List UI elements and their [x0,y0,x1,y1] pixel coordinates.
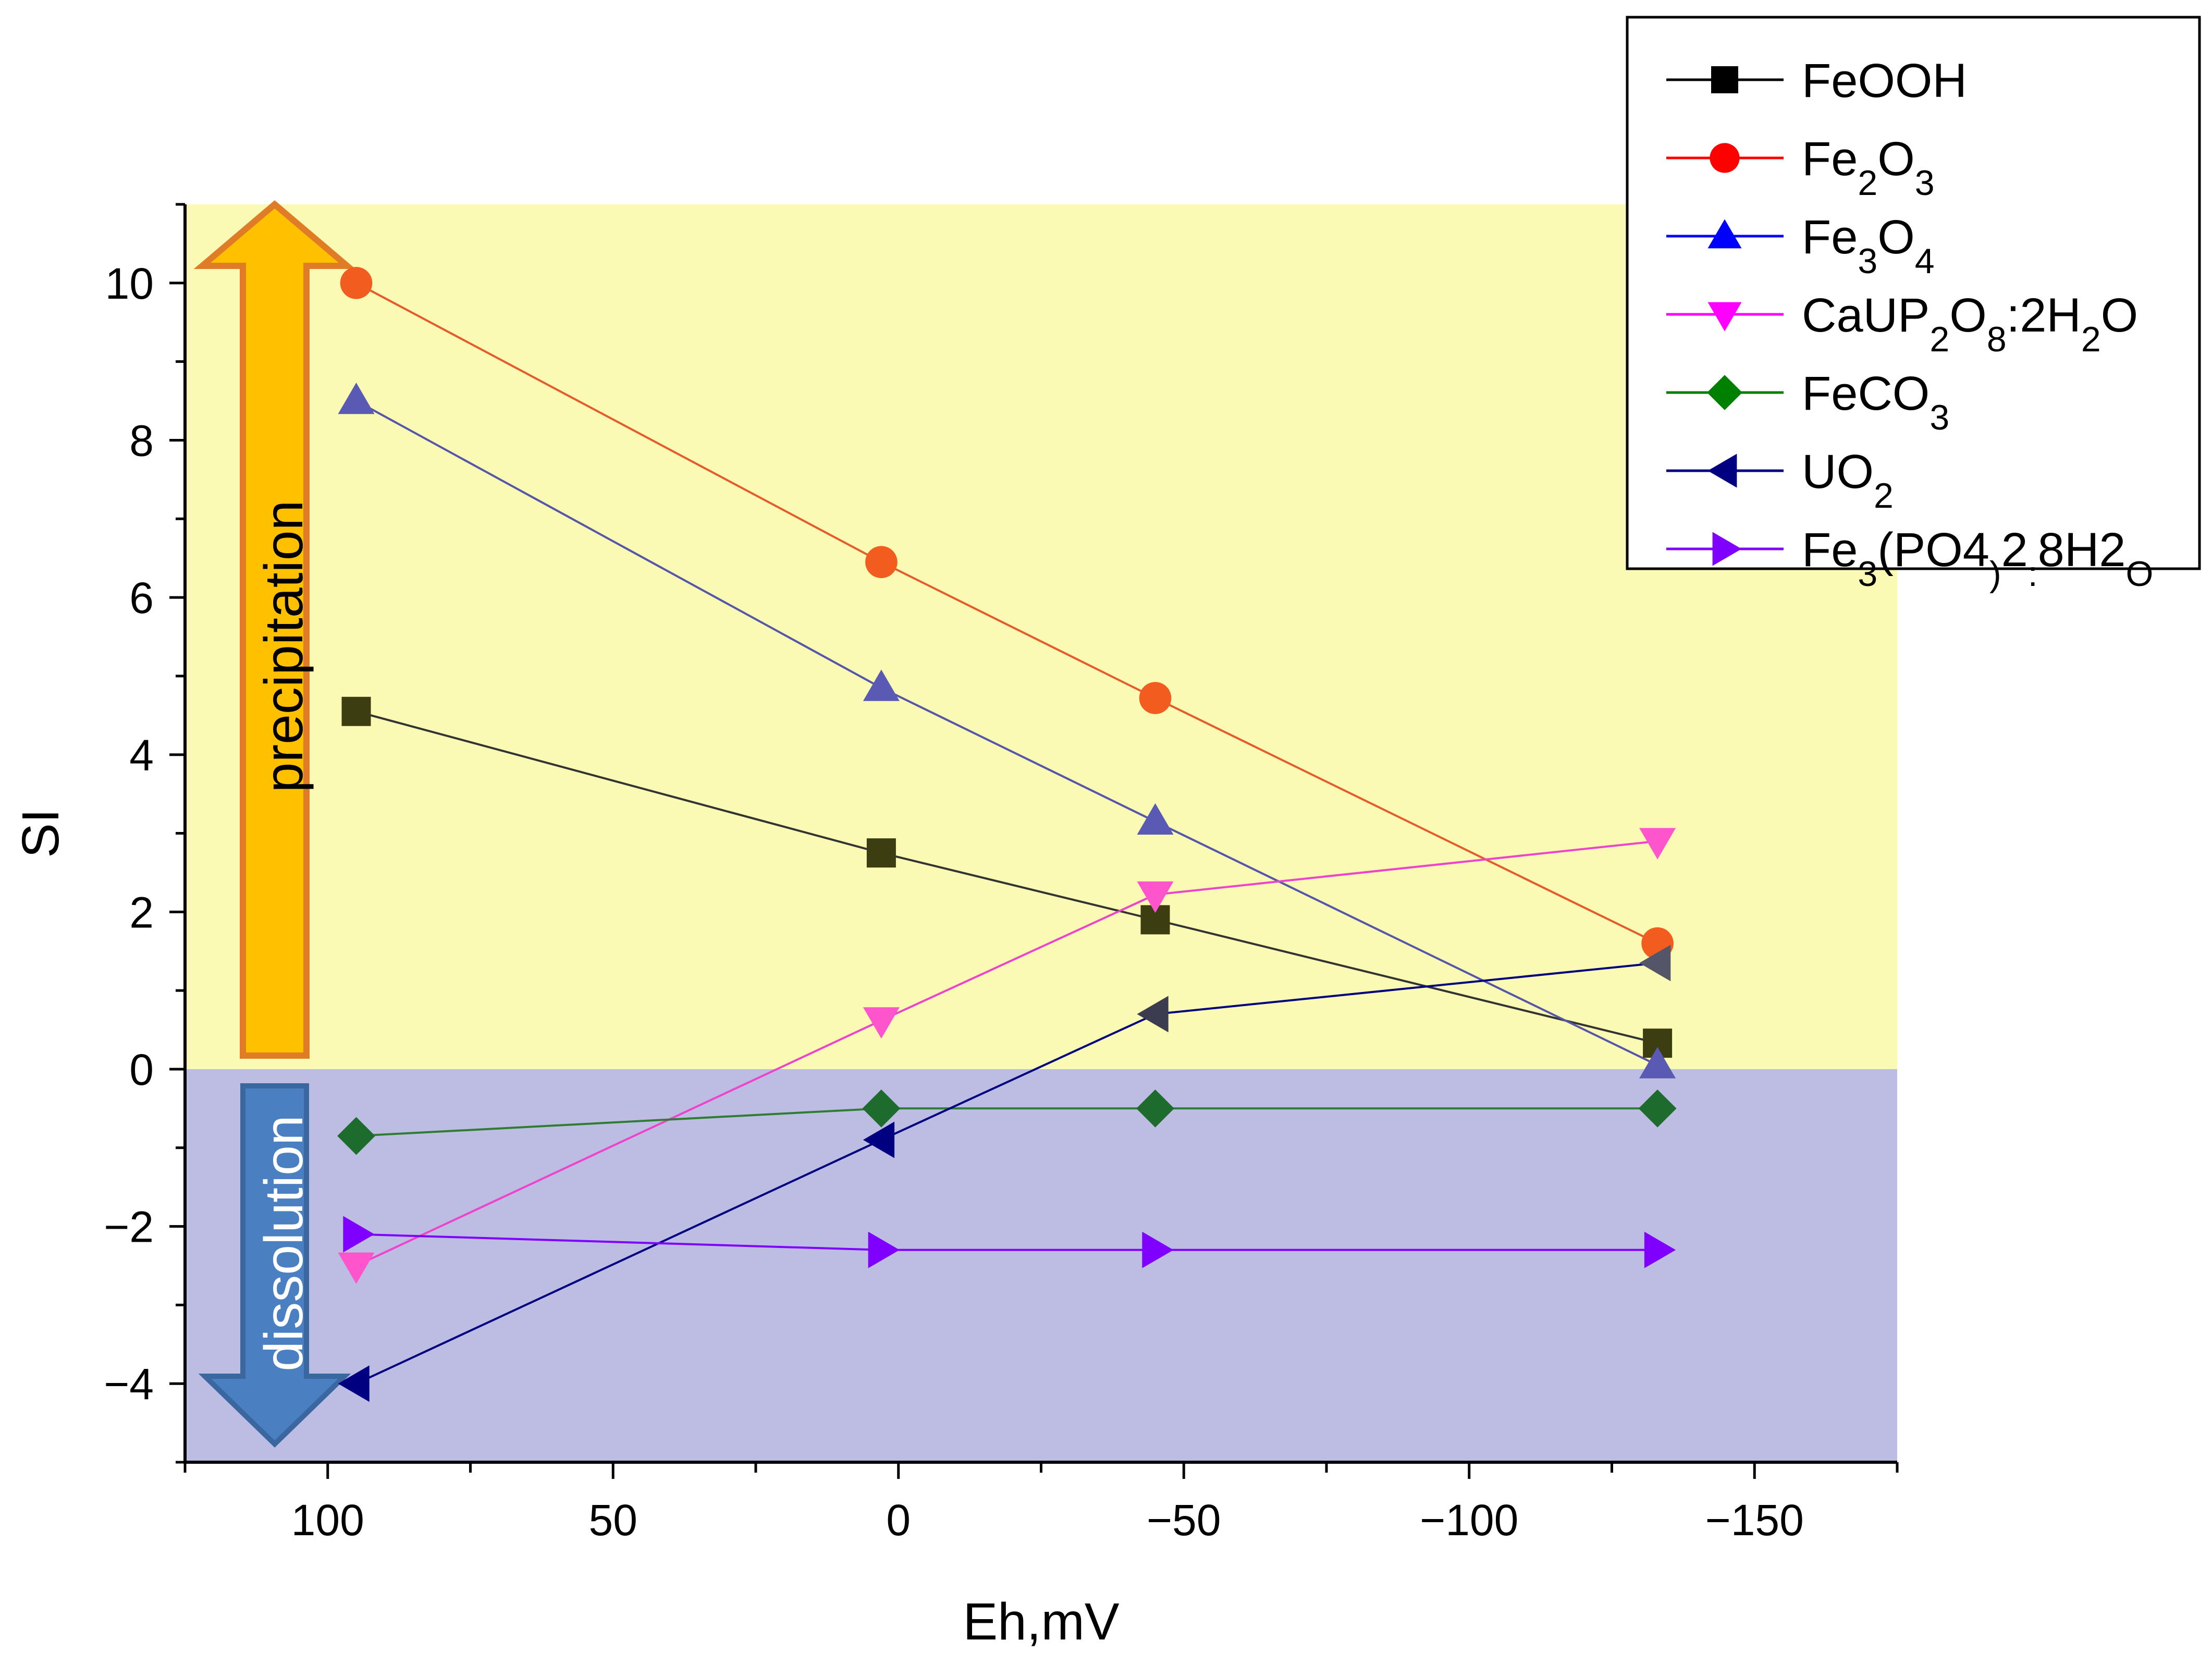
series-markers [337,267,1677,1402]
data-point-fe3-po4-2-8h2o [1644,1231,1676,1268]
data-point-fe3-po4-2-8h2o [343,1216,375,1253]
y-tick-label: 4 [129,731,154,780]
y-tick-label: 8 [129,416,154,465]
data-point-feooh [341,696,371,726]
legend-marker-uo2 [1707,454,1737,488]
region-band-dissolution [185,1069,1897,1462]
y-tick-label: 0 [129,1045,154,1094]
series-line-feco3 [356,1107,1658,1137]
data-point-feco3 [1136,1089,1174,1128]
legend: FeOOH Fe2O3 Fe3O4 CaUP2O8:2H2O FeCO3 UO2Fe3(P… [1626,16,2201,594]
data-point-fe3-po4-2-8h2o [868,1231,900,1268]
legend-marker-fe2o3 [1710,143,1740,173]
data-point-feco3 [337,1117,375,1155]
data-point-uo2 [338,1365,370,1402]
region-arrows: precipitation dissolution [193,200,356,1448]
legend-marker-feooh [1711,66,1738,93]
data-point-caup2o8-2h2o [338,1252,375,1284]
data-point-uo2 [863,1121,895,1158]
x-tick-label: 50 [589,1496,637,1545]
legend-marker-fe3-po4-2-8h2o [1712,532,1742,566]
legend-label-caup2o8-2h2o: CaUP2O8:2H2O [1802,289,2138,359]
dissolution-arrow [198,1083,351,1448]
region-band-precipitation [185,204,1897,1069]
legend-marker-caup2o8-2h2o [1707,302,1742,332]
precipitation-label: precipitation [254,500,314,793]
y-tick-label: −4 [104,1360,154,1409]
data-point-uo2 [1639,945,1671,982]
legend-label-feco3: FeCO3 [1802,367,1949,437]
x-tick-label: −100 [1420,1496,1518,1545]
data-point-caup2o8-2h2o [1639,828,1676,860]
data-point-feco3 [862,1089,901,1128]
data-point-feooh [866,838,896,868]
x-tick-label: −150 [1705,1496,1804,1545]
series-lines [355,282,1658,1385]
dissolution-label: dissolution [254,1115,314,1371]
y-tick-label: −2 [104,1203,154,1252]
x-tick-label: −50 [1147,1496,1221,1545]
series-line-fe3-po4-2-8h2o [356,1233,1658,1251]
legend-label-fe3-po4-2-8h2o: Fe3(PO4)2:8H2O [1802,523,2153,594]
series-line-feooh [355,710,1658,1045]
legend-label-feooh: FeOOH [1802,54,1967,107]
data-point-fe3o4 [1137,803,1174,835]
data-point-fe3o4 [863,669,900,701]
x-tick-label: 0 [886,1496,911,1545]
legend-marker-fe3o4 [1707,219,1742,249]
y-axis-title: SI [11,809,70,858]
si-region-bands [185,204,1897,1462]
legend-label-fe2o3: Fe2O3 [1802,132,1935,203]
data-point-fe2o3 [865,546,898,578]
y-tick-label: 6 [129,573,154,622]
data-point-fe3o4 [1639,1047,1676,1079]
series-line-caup2o8-2h2o [355,840,1658,1267]
legend-label-uo2: UO2 [1802,445,1894,516]
legend-marker-feco3 [1707,375,1742,410]
x-tick-label: 100 [291,1496,364,1545]
series-line-fe2o3 [355,282,1658,945]
series-line-uo2 [355,962,1658,1385]
legend-label-fe3o4: Fe3O4 [1802,211,1935,281]
data-point-fe2o3 [340,267,373,299]
precipitation-arrow [193,200,356,1059]
x-axis-title: Eh,mV [963,1593,1119,1651]
data-point-caup2o8-2h2o [1137,881,1174,913]
data-point-fe2o3 [1139,682,1172,714]
data-point-fe3-po4-2-8h2o [1142,1231,1174,1268]
data-point-uo2 [1137,996,1169,1033]
series-line-fe3o4 [355,400,1658,1067]
data-point-fe3o4 [338,383,375,414]
y-tick-label: 2 [129,888,154,937]
data-point-caup2o8-2h2o [863,1007,900,1039]
axes: 10 8 6 4 2 0 −2 −4 100 50 0 −50 −100 −150 Eh,mV SI [11,203,1899,1651]
data-point-feco3 [1638,1089,1677,1128]
y-tick-label: 10 [105,259,154,308]
